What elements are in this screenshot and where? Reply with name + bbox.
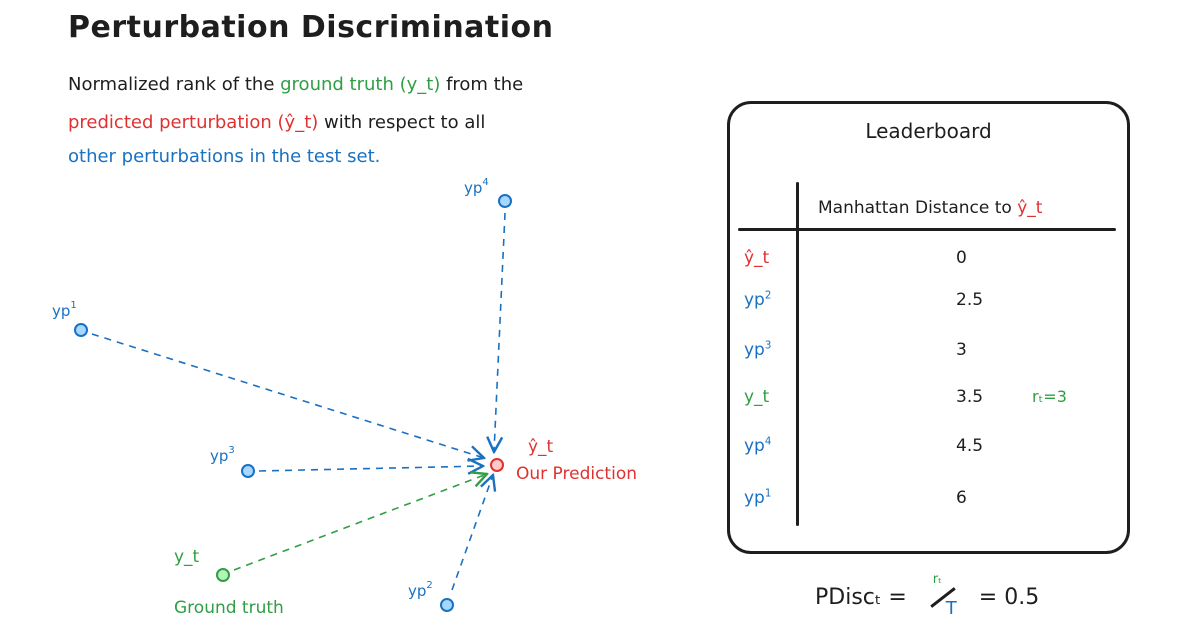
leaderboard-row: yp1 6 <box>730 484 1127 514</box>
leaderboard-row: yp2 2.5 <box>730 286 1127 316</box>
column-header-text: Manhattan Distance to <box>818 198 1018 218</box>
leaderboard: Leaderboard Manhattan Distance to ŷ_t ŷ_… <box>727 101 1130 554</box>
row-name: yp1 <box>744 488 772 508</box>
node-yp2 <box>440 598 454 612</box>
column-header-target: ŷ_t <box>1017 198 1043 218</box>
formula-denominator: T <box>945 598 957 619</box>
node-ground-truth <box>216 568 230 582</box>
formula-lhs: PDiscₜ = <box>815 585 907 610</box>
label-yp4: yp4 <box>464 177 489 197</box>
node-yp1 <box>74 323 88 337</box>
leaderboard-row: yp3 3 <box>730 336 1127 366</box>
row-value: 2.5 <box>956 290 984 310</box>
description-ground-truth: ground truth (y_t) <box>280 74 441 95</box>
leaderboard-row: y_t 3.5 rₜ=3 <box>730 383 1127 413</box>
caption-ground-truth: Ground truth <box>174 598 284 618</box>
description-text: Normalized rank of the <box>68 74 281 95</box>
rank-note: rₜ=3 <box>1032 387 1067 406</box>
leaderboard-horizontal-divider <box>738 228 1116 231</box>
description-line-1: Normalized rank of the ground truth (y_t… <box>68 74 523 95</box>
row-value: 0 <box>956 248 967 268</box>
leaderboard-vertical-divider <box>796 182 799 526</box>
label-prediction: ŷ_t <box>528 437 554 457</box>
node-yp3 <box>241 464 255 478</box>
formula-fraction: rₜ T <box>920 572 966 619</box>
pdisc-formula: PDiscₜ = rₜ T = 0.5 <box>815 572 1040 619</box>
formula-rhs: = 0.5 <box>978 585 1040 610</box>
description-prediction: predicted perturbation (ŷ_t) <box>68 112 319 133</box>
arrow-yp3-to-prediction <box>258 466 483 471</box>
arrow-yp2-to-prediction <box>451 475 493 591</box>
description-line-2: predicted perturbation (ŷ_t) with respec… <box>68 112 485 133</box>
leaderboard-title: Leaderboard <box>865 119 992 143</box>
row-value: 4.5 <box>956 436 984 456</box>
description-text: with respect to all <box>318 112 486 133</box>
page-title: Perturbation Discrimination <box>68 10 554 45</box>
formula-numerator: rₜ <box>932 572 942 587</box>
row-name: ŷ_t <box>744 248 770 268</box>
arrow-yp4-to-prediction <box>494 212 506 452</box>
node-prediction <box>490 458 504 472</box>
node-yp4 <box>498 194 512 208</box>
leaderboard-row: yp4 4.5 <box>730 432 1127 462</box>
caption-prediction: Our Prediction <box>516 464 637 484</box>
description-line-3: other perturbations in the test set. <box>68 146 381 167</box>
row-value: 3 <box>956 340 967 360</box>
row-name: y_t <box>744 387 770 407</box>
perturbation-diagram: yp4 yp1 yp3 yp2 ŷ_t Our Prediction y_t G… <box>52 177 637 618</box>
label-yp2: yp2 <box>408 580 433 600</box>
arrow-yp1-to-prediction <box>91 333 484 458</box>
arrow-ground-truth-to-prediction <box>233 474 487 571</box>
row-name: yp4 <box>744 436 772 456</box>
leaderboard-row: ŷ_t 0 <box>730 244 1127 274</box>
description-text: from the <box>440 74 524 95</box>
row-name: yp2 <box>744 290 772 310</box>
row-value: 6 <box>956 488 967 508</box>
label-ground-truth: y_t <box>174 547 200 567</box>
row-name: yp3 <box>744 340 772 360</box>
label-yp3: yp3 <box>210 445 235 465</box>
label-yp1: yp1 <box>52 300 77 320</box>
row-value: 3.5 <box>956 387 984 407</box>
leaderboard-column-header: Manhattan Distance to ŷ_t <box>818 198 1042 218</box>
